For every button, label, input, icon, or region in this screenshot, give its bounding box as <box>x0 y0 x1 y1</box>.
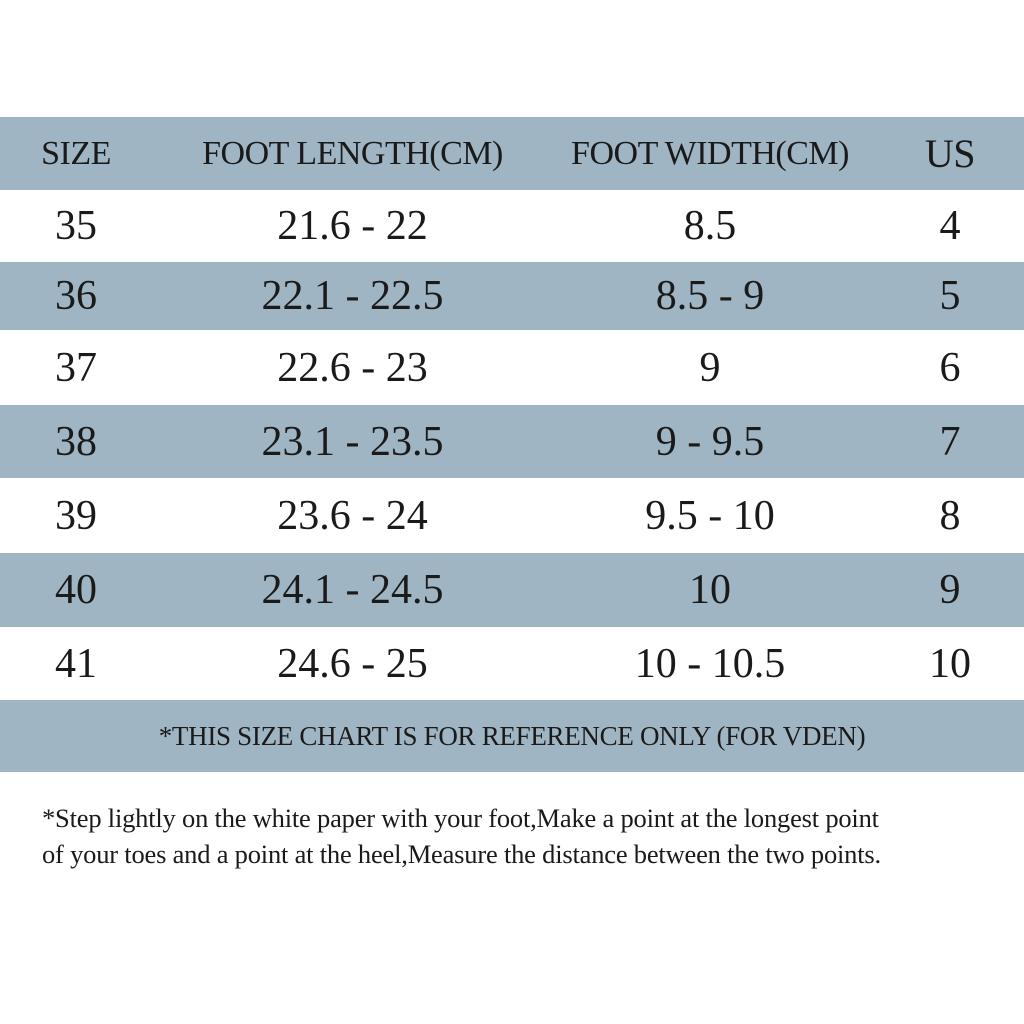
cell-foot-width: 9 - 9.5 <box>655 418 765 465</box>
cell-size: 37 <box>55 344 97 391</box>
header-us: US <box>924 131 976 176</box>
cell-size: 38 <box>55 418 97 465</box>
table-row: 39 23.6 - 24 9.5 - 10 8 <box>0 478 1024 553</box>
cell-size: 40 <box>55 567 97 613</box>
table-row: 38 23.1 - 23.5 9 - 9.5 7 <box>0 405 1024 478</box>
header-foot-width: FOOT WIDTH(CM) <box>571 134 849 172</box>
instruction-line: *Step lightly on the white paper with yo… <box>42 803 879 833</box>
cell-foot-width: 9 <box>699 344 721 391</box>
table-row: 40 24.1 - 24.5 10 9 <box>0 553 1024 627</box>
header-foot-length: FOOT LENGTH(CM) <box>202 134 503 172</box>
cell-us: 9 <box>939 567 961 613</box>
reference-note-band: *THIS SIZE CHART IS FOR REFERENCE ONLY (… <box>0 700 1024 772</box>
table-row: 35 21.6 - 22 8.5 4 <box>0 190 1024 262</box>
cell-foot-width: 8.5 <box>683 203 737 249</box>
table-row: 36 22.1 - 22.5 8.5 - 9 5 <box>0 262 1024 330</box>
cell-foot-length: 22.1 - 22.5 <box>261 273 444 319</box>
cell-size: 41 <box>55 640 97 687</box>
cell-foot-width: 9.5 - 10 <box>645 492 775 539</box>
table-row: 41 24.6 - 25 10 - 10.5 10 <box>0 627 1024 700</box>
cell-us: 4 <box>939 203 961 249</box>
table-row: 37 22.6 - 23 9 6 <box>0 330 1024 405</box>
cell-foot-width: 10 <box>689 567 731 613</box>
cell-size: 39 <box>55 492 97 539</box>
cell-foot-length: 24.6 - 25 <box>277 640 428 687</box>
cell-us: 5 <box>939 273 961 319</box>
cell-foot-length: 24.1 - 24.5 <box>261 567 444 613</box>
table-header: SIZE FOOT LENGTH(CM) FOOT WIDTH(CM) US <box>0 117 1024 190</box>
cell-foot-length: 23.1 - 23.5 <box>261 418 444 465</box>
cell-foot-width: 10 - 10.5 <box>634 640 786 687</box>
cell-us: 10 <box>929 640 971 687</box>
cell-size: 36 <box>55 273 97 319</box>
cell-us: 7 <box>939 418 961 465</box>
cell-size: 35 <box>55 203 97 249</box>
header-size: SIZE <box>41 134 111 172</box>
measurement-instructions: *Step lightly on the white paper with yo… <box>42 800 1002 872</box>
instruction-line: of your toes and a point at the heel,Mea… <box>42 839 881 869</box>
cell-foot-length: 22.6 - 23 <box>277 344 428 391</box>
cell-us: 6 <box>939 344 961 391</box>
cell-us: 8 <box>939 492 961 539</box>
cell-foot-length: 23.6 - 24 <box>277 492 428 539</box>
cell-foot-width: 8.5 - 9 <box>655 273 765 319</box>
cell-foot-length: 21.6 - 22 <box>277 203 428 249</box>
